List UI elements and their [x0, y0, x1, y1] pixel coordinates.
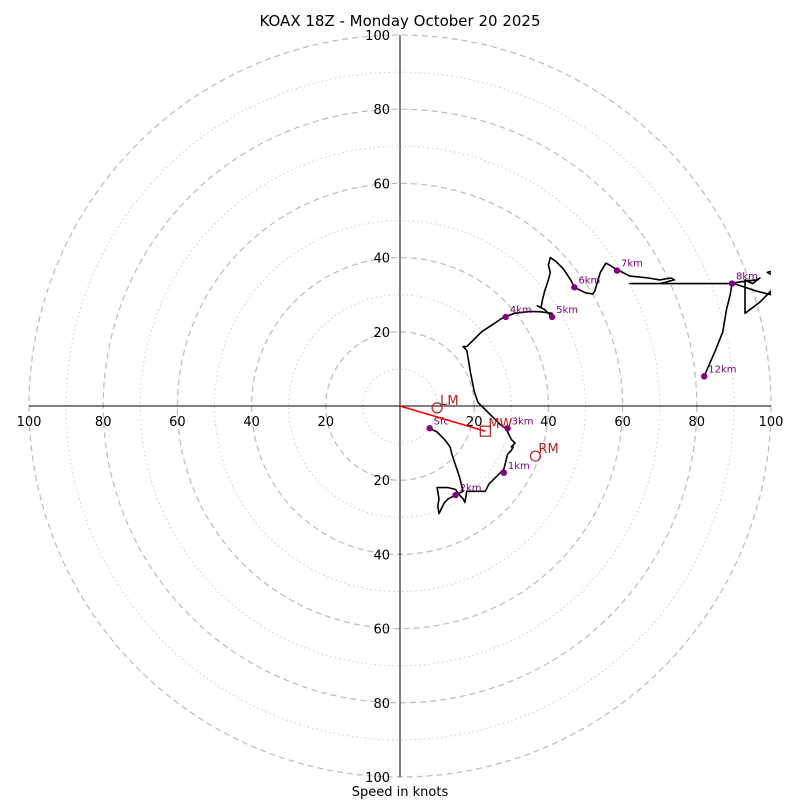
height-point-1km: [500, 469, 508, 476]
height-label-1km: 1km: [508, 461, 530, 472]
tick-label-y-pos-40: 40: [373, 252, 390, 267]
x-axis-label: Speed in knots: [352, 785, 449, 800]
tick-label-x-neg-80: 80: [95, 415, 112, 430]
hodograph-trace-line: [429, 256, 771, 515]
height-label-3km: 3km: [512, 416, 534, 427]
height-label-12km: 12km: [708, 364, 736, 375]
tick-label-x-neg-40: 40: [243, 415, 260, 430]
height-label-6km: 6km: [578, 275, 600, 286]
motion-label-rm: RM: [538, 442, 558, 457]
tick-label-x-pos-60: 60: [614, 415, 631, 430]
tick-label-y-neg-40: 40: [373, 548, 390, 563]
height-point-5km: [548, 313, 556, 321]
tick-label-x-pos-100: 100: [759, 415, 784, 430]
height-point-3km: [504, 425, 511, 432]
height-point-sfc: [426, 425, 433, 432]
tick-label-y-neg-60: 60: [373, 623, 390, 638]
motion-marker-mw: [479, 425, 491, 437]
motion-label-lm: LM: [440, 394, 458, 409]
tick-label-y-neg-20: 20: [373, 474, 390, 489]
height-label-2km: 2km: [460, 483, 482, 494]
height-point-2km: [452, 491, 459, 499]
tick-labels: 2020202040404040606060608080808010010010…: [17, 29, 784, 786]
height-markers: Sfc 1km 2km 3km 4km 5km 6km 7km 8km 12km: [426, 259, 758, 499]
tick-label-x-pos-40: 40: [540, 415, 557, 430]
wind-trace: [429, 256, 771, 515]
storm-motion-markers: LM MW RM: [399, 394, 559, 462]
height-point-7km: [613, 267, 621, 274]
height-label-7km: 7km: [621, 259, 643, 270]
tick-label-x-neg-20: 20: [318, 415, 335, 430]
motion-marker-rm: [529, 450, 542, 462]
height-label-8km: 8km: [736, 272, 758, 283]
height-label-sfc: Sfc: [434, 416, 449, 427]
tick-label-y-neg-100: 100: [365, 771, 390, 786]
tick-label-x-neg-100: 100: [17, 415, 42, 430]
tick-label-x-neg-60: 60: [169, 415, 186, 430]
height-point-4km: [502, 313, 509, 321]
tick-label-y-neg-80: 80: [373, 697, 390, 712]
height-point-8km: [728, 280, 736, 287]
shear-vector-line: [399, 405, 486, 432]
tick-label-x-pos-80: 80: [689, 415, 706, 430]
height-label-4km: 4km: [510, 305, 532, 316]
chart-title: KOAX 18Z - Monday October 20 2025: [260, 12, 541, 30]
motion-marker-lm: [431, 402, 443, 414]
motion-label-mw: MW: [488, 417, 512, 432]
height-label-5km: 5km: [556, 305, 578, 316]
height-point-6km: [571, 284, 578, 291]
tick-label-y-pos-60: 60: [373, 177, 390, 192]
height-point-12km: [701, 373, 708, 380]
tick-label-y-pos-100: 100: [365, 29, 390, 44]
tick-label-y-pos-20: 20: [373, 326, 390, 341]
tick-label-y-pos-80: 80: [373, 103, 390, 118]
